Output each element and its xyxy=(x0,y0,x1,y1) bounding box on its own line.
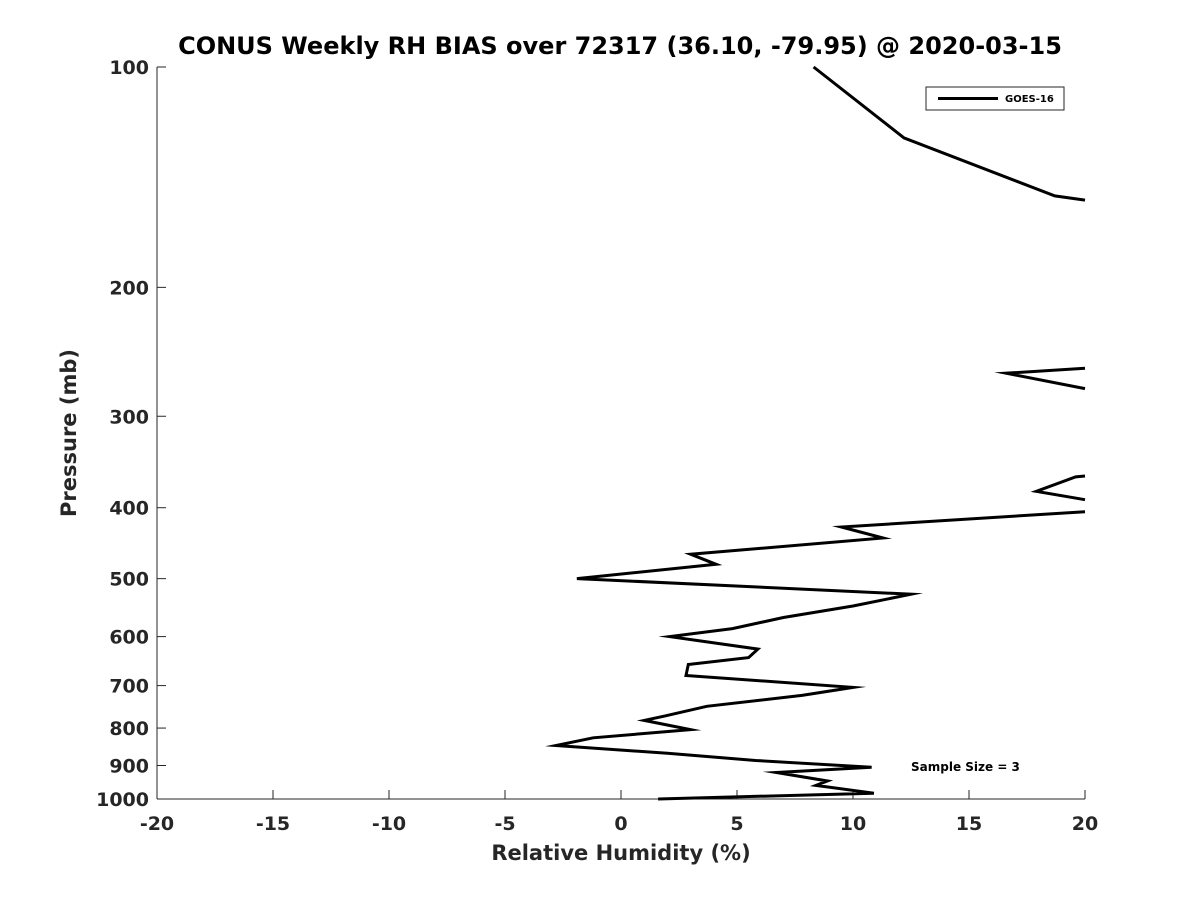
legend: GOES-16 xyxy=(925,86,1065,111)
x-tick-label: 10 xyxy=(840,813,866,835)
y-tick-label: 100 xyxy=(109,57,149,79)
series-group xyxy=(545,65,1086,801)
x-tick-label: -5 xyxy=(494,813,515,835)
y-tick-label: 600 xyxy=(109,627,149,649)
x-tick-label: 20 xyxy=(1072,813,1098,835)
x-tick-label: 0 xyxy=(614,813,627,835)
y-tick-label: 700 xyxy=(109,676,149,698)
y-tick-label: 200 xyxy=(109,277,149,299)
series-line-goes-16 xyxy=(545,65,1086,801)
legend-label-goes-16: GOES-16 xyxy=(1005,94,1054,105)
chart-title: CONUS Weekly RH BIAS over 72317 (36.10, … xyxy=(178,32,1062,60)
y-ticks: 100 200 300 400 500 600 700 800 900 1000 xyxy=(96,57,166,811)
y-tick-label: 500 xyxy=(109,569,149,591)
x-ticks: -20 -15 -10 -5 0 5 10 15 20 xyxy=(140,790,1098,835)
y-tick-label: 1000 xyxy=(96,789,149,811)
x-tick-label: -20 xyxy=(140,813,174,835)
x-tick-label: -10 xyxy=(372,813,406,835)
x-tick-label: 5 xyxy=(730,813,743,835)
y-tick-label: 400 xyxy=(109,498,149,520)
y-tick-label: 300 xyxy=(109,406,149,428)
x-tick-label: -15 xyxy=(256,813,290,835)
y-tick-label: 800 xyxy=(109,718,149,740)
sample-size-annotation: Sample Size = 3 xyxy=(911,760,1020,774)
x-axis-label: Relative Humidity (%) xyxy=(491,841,750,865)
y-axis-label: Pressure (mb) xyxy=(57,349,81,517)
x-tick-label: 15 xyxy=(956,813,982,835)
y-tick-label: 900 xyxy=(109,756,149,778)
